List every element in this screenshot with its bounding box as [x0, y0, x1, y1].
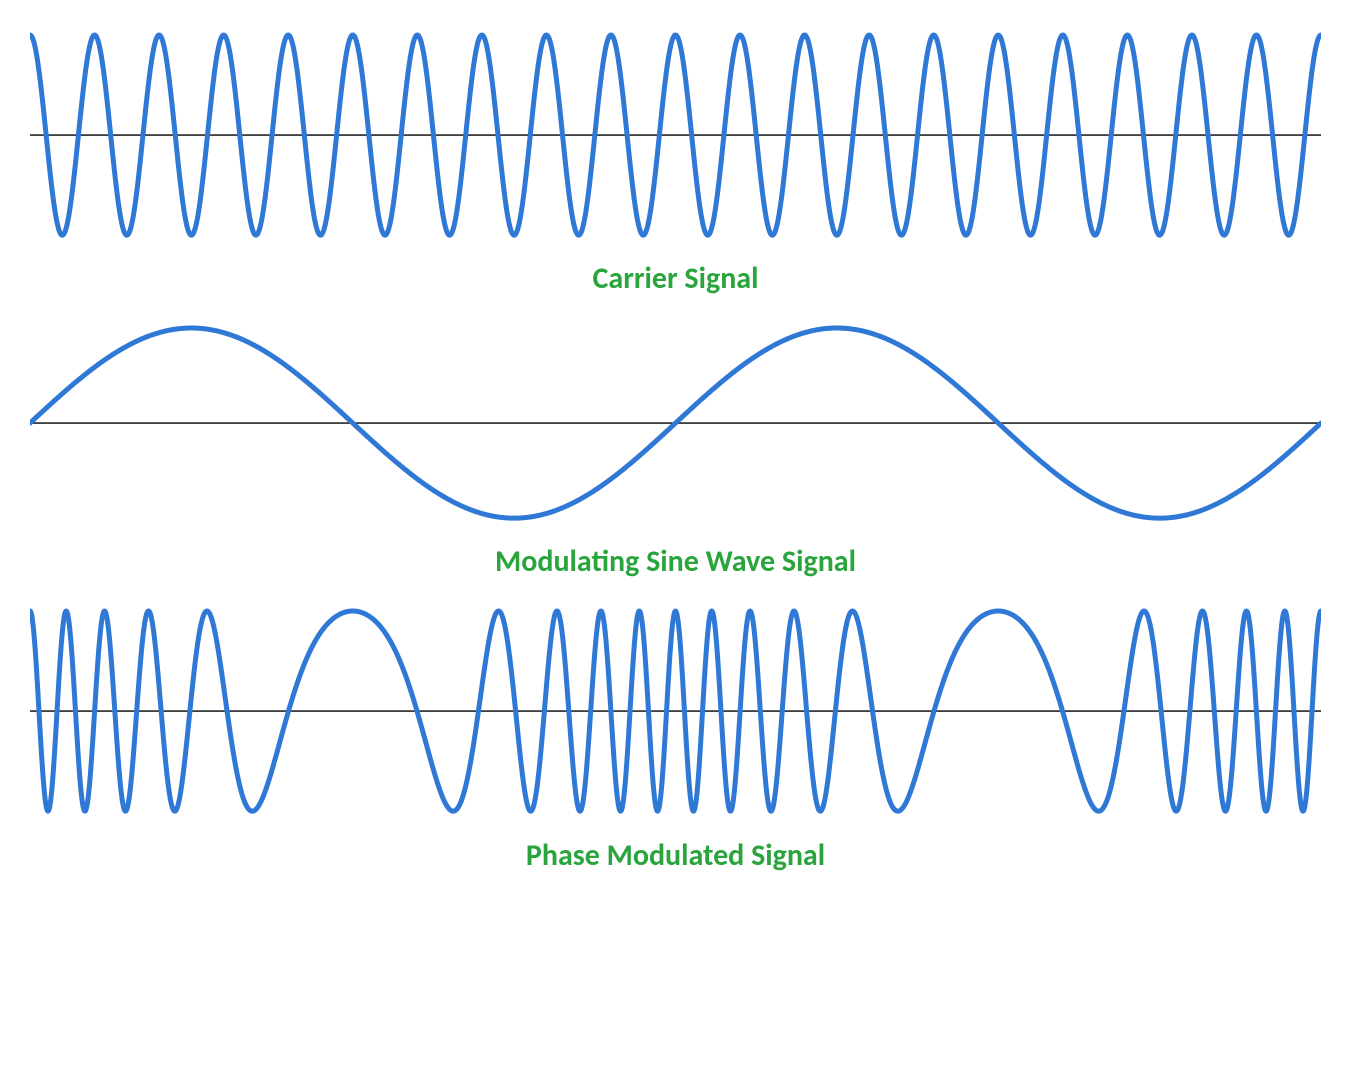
- modulating-panel: [30, 313, 1321, 533]
- modulating-label: Modulating Sine Wave Signal: [30, 543, 1321, 580]
- carrier-panel: [30, 20, 1321, 250]
- modulating-wave: [30, 313, 1321, 533]
- carrier-label: Carrier Signal: [30, 260, 1321, 297]
- phase-modulated-label: Phase Modulated Signal: [30, 837, 1321, 874]
- phase-modulated-wave: [30, 596, 1321, 826]
- carrier-wave: [30, 20, 1321, 250]
- phase-modulated-panel: [30, 596, 1321, 826]
